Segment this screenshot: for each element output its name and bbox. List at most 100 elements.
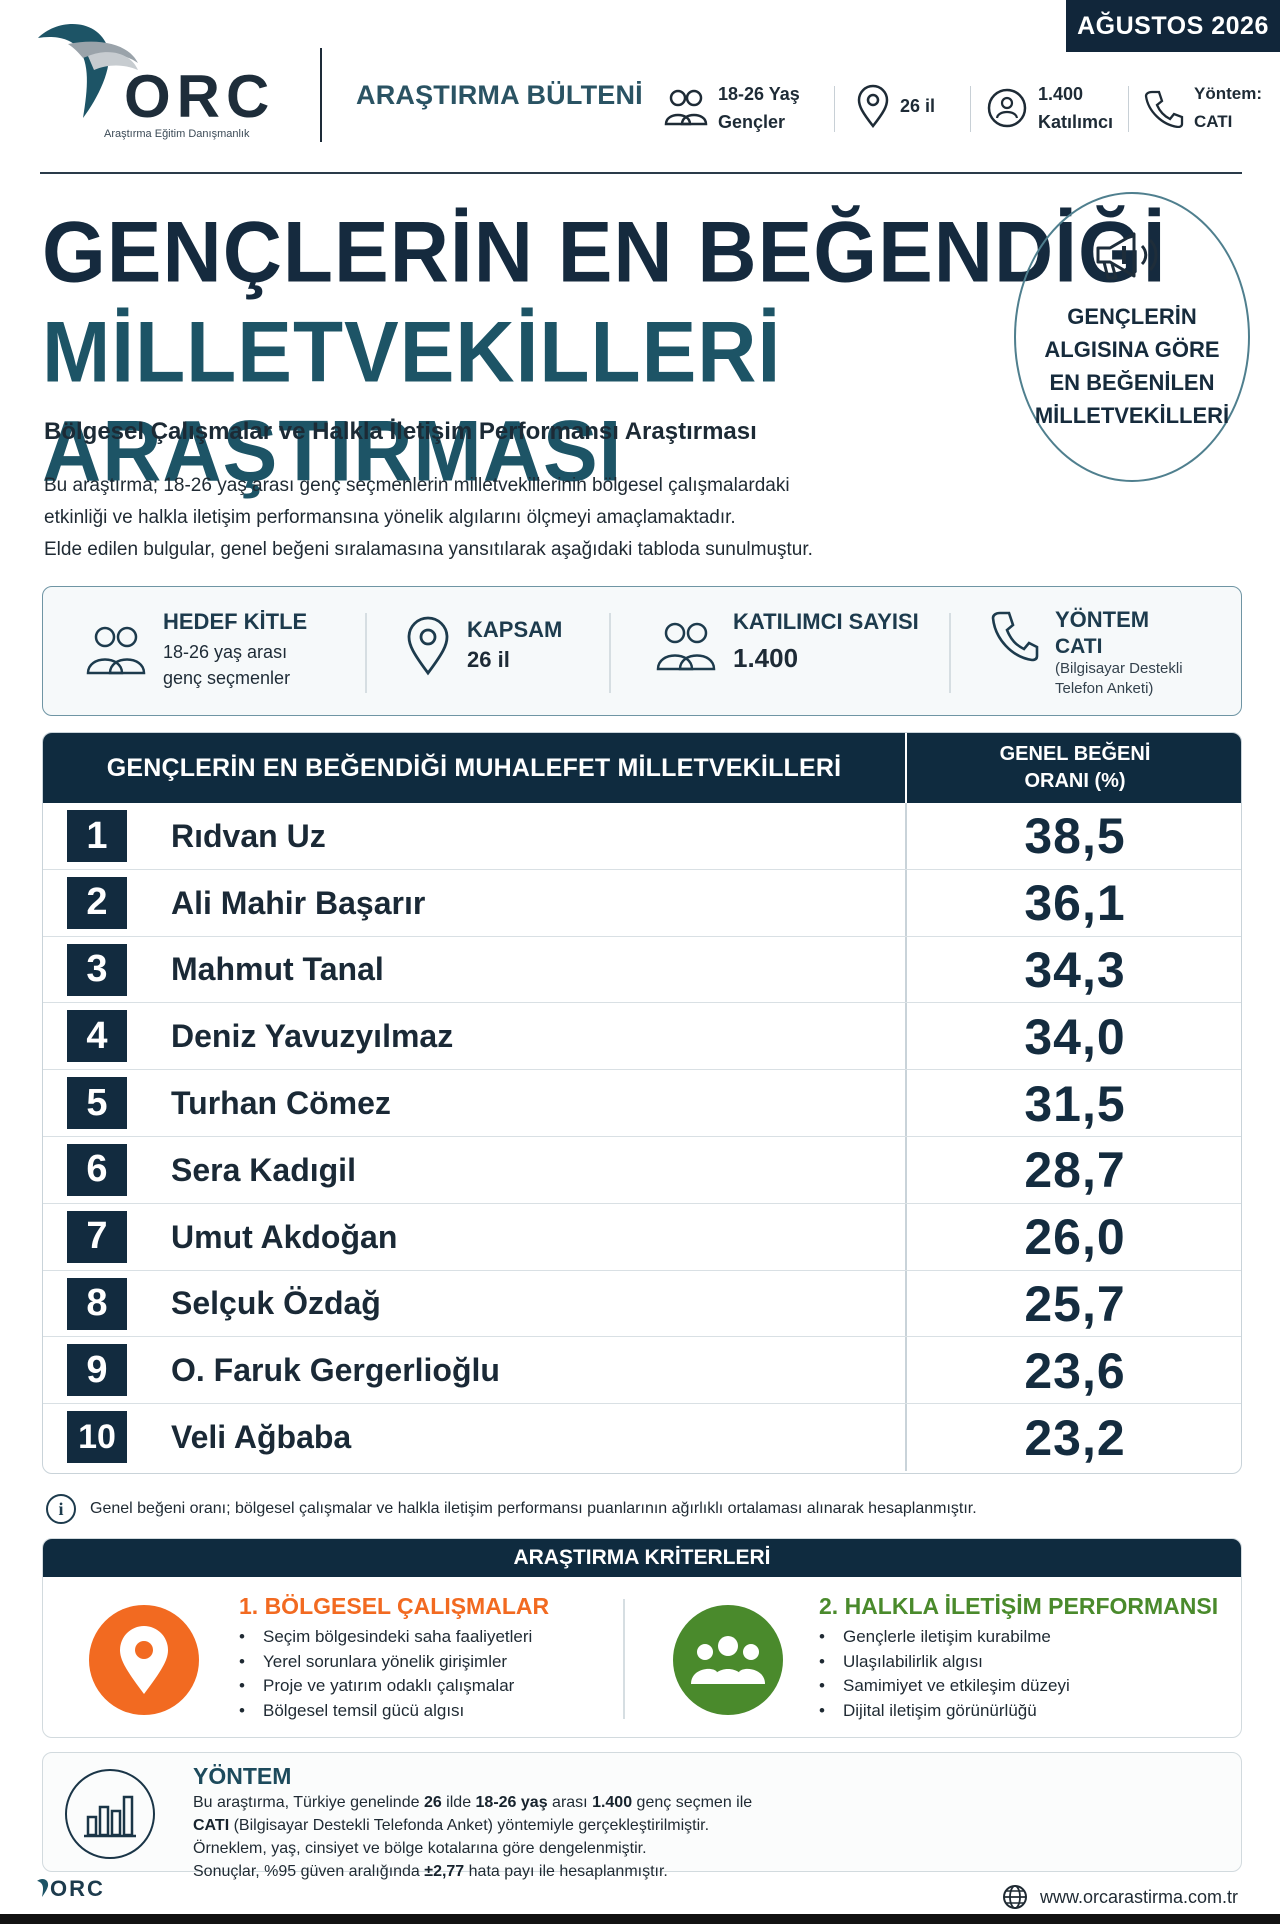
approval-value: 23,6 [1024,1342,1126,1399]
intro-line: Bu araştırma; 18-26 yaş arası genç seçme… [44,475,790,496]
date-badge: AĞUSTOS 2026 [1066,0,1280,52]
rank-badge: 10 [67,1411,127,1464]
criteria-separator [623,1599,625,1719]
mp-name: Veli Ağbaba [171,1419,352,1456]
info-scope-label: KAPSAM [467,617,563,642]
table-body: 1 Rıdvan Uz 38,5 2 Ali Mahir Başarır 36,1 3 M… [43,803,1241,1471]
info-icon: i [46,1494,76,1524]
method-text-part: arası [547,1794,593,1811]
criteria-regional-icon-wrap [89,1605,199,1715]
logo-text: ORC [124,63,276,130]
method-text-bold: 26 [423,1794,442,1811]
badge-line: EN BEĞENİLEN [1049,370,1215,395]
table-header-name-column: GENÇLERİN EN BEĞENDİĞİ MUHALEFET MİLLETV… [106,753,842,782]
header-info-age-line1: 18-26 Yaş [718,84,800,104]
bar-chart-icon [84,1795,136,1838]
table-row: 7 Umut Akdoğan 26,0 [43,1203,1241,1271]
method-title: YÖNTEM [193,1763,292,1789]
rank-badge: 5 [67,1077,127,1130]
approval-value: 31,5 [1024,1075,1126,1132]
info-participants-value: 1.400 [733,643,799,673]
header-info-method-line1: Yöntem: [1194,84,1262,103]
mp-name: Deniz Yavuzyılmaz [171,1018,454,1055]
header-separator [1128,86,1129,132]
group-icon [691,1636,765,1684]
column-separator [905,1136,907,1203]
info-method-value: CATI [1055,635,1103,658]
approval-value: 28,7 [1024,1142,1126,1199]
list-item: Bölgesel temsil gücü algısı [239,1699,532,1724]
info-scope-value: 26 il [467,647,510,672]
people-icon [656,622,716,671]
rank-badge: 9 [67,1344,127,1397]
footnote-text: Genel beğeni oranı; bölgesel çalışmalar … [90,1500,977,1517]
logo-tagline: Araştırma Eğitim Danışmanlık [104,128,250,140]
table-row: 2 Ali Mahir Başarır 36,1 [43,869,1241,937]
phone-icon [991,611,1039,662]
location-pin-icon [857,84,889,128]
method-text: Bu araştırma, Türkiye genelinde 26 ilde … [193,1791,752,1883]
info-participants: KATILIMCI SAYISI 1.400 [655,587,919,715]
people-icon [86,626,146,675]
orc-logo-mark-icon [38,24,138,118]
info-method-note1: (Bilgisayar Destekli [1055,660,1183,677]
intro-line: Elde edilen bulgular, genel beğeni sıral… [44,539,813,560]
table-row: 9 O. Faruk Gergerlioğlu 23,6 [43,1337,1241,1405]
orc-logo: ORC [28,18,298,148]
header-divider [320,48,322,142]
table-header-value-line2: ORANI (%) [1024,770,1126,792]
list-item: Ulaşılabilirlik algısı [819,1650,1070,1675]
info-method-note2: Telefon Anketi) [1055,680,1154,697]
criteria-communication-icon-wrap [673,1605,783,1715]
method-text-bold: 1.400 [592,1794,633,1811]
table-row: 6 Sera Kadıgil 28,7 [43,1136,1241,1204]
highlight-badge: GENÇLERİN ALGISINA GÖRE EN BEĞENİLEN MİL… [1014,192,1250,482]
criteria-regional-list: Seçim bölgesindeki saha faaliyetleri Yer… [239,1625,532,1723]
megaphone-icon [1096,232,1158,280]
study-info-box: HEDEF KİTLE 18-26 yaş arası genç seçmenl… [42,586,1242,716]
column-separator [905,869,907,936]
column-separator [905,1070,907,1136]
header-info-participants-line1: 1.400 [1038,84,1084,104]
info-method-label: YÖNTEM [1055,607,1150,632]
list-item: Yerel sorunlara yönelik girişimler [239,1650,532,1675]
page-subtitle: Bölgesel Çalışmalar ve Halkla İletişim P… [44,418,757,445]
table-header: GENÇLERİN EN BEĞENDİĞİ MUHALEFET MİLLETV… [43,733,1241,803]
info-target-label: HEDEF KİTLE [163,609,308,634]
criteria-communication-list: Gençlerle iletişim kurabilme Ulaşılabili… [819,1625,1070,1723]
participants-icon [987,88,1027,128]
table-header-value-column: GENEL BEĞENİ ORANI (%) [907,733,1241,803]
info-participants-label: KATILIMCI SAYISI [733,609,919,634]
badge-line: GENÇLERİN [1067,304,1197,329]
people-icon [664,89,708,126]
rank-badge: 8 [67,1277,127,1330]
method-line: Örneklem, yaş, cinsiyet ve bölge kotalar… [193,1840,647,1857]
info-separator [609,613,611,693]
list-item: Samimiyet ve etkileşim düzeyi [819,1674,1070,1699]
column-separator [905,936,907,1003]
mp-name: Turhan Cömez [171,1085,391,1122]
footer-website[interactable]: www.orcarastirma.com.tr [1002,1884,1238,1910]
badge-text: GENÇLERİN ALGISINA GÖRE EN BEĞENİLEN MİL… [1035,300,1229,432]
mp-name: Rıdvan Uz [171,817,326,854]
criteria-regional-title: 1. BÖLGESEL ÇALIŞMALAR [239,1593,550,1619]
column-separator [905,1203,907,1270]
approval-value: 25,7 [1024,1275,1126,1332]
method-text-part: genç seçmen ile [632,1794,753,1811]
info-target: HEDEF KİTLE 18-26 yaş arası genç seçmenl… [85,587,307,715]
approval-value: 34,3 [1024,941,1126,998]
website-link[interactable]: www.orcarastirma.com.tr [1039,1886,1238,1907]
column-separator [905,1337,907,1404]
approval-value: 38,5 [1024,808,1126,865]
table-row: 10 Veli Ağbaba 23,2 [43,1404,1241,1471]
method-text-part: Sonuçlar, %95 güven aralığında [193,1863,425,1880]
criteria-box: ARAŞTIRMA KRİTERLERİ 1. BÖLGESEL ÇALIŞMA… [42,1538,1242,1738]
header-info-participants: 1.400 Katılımcı [986,80,1113,136]
intro-line: etkinliği ve halkla iletişim performansı… [44,507,736,528]
page-title-line1: GENÇLERİN EN BEĞENDİĞİ [42,205,1167,301]
footer-logo: ORC [36,1876,105,1902]
header-info-age: 18-26 Yaş Gençler [664,80,800,136]
criteria-header: ARAŞTIRMA KRİTERLERİ [43,1539,1241,1577]
location-pin-icon [407,616,449,676]
rank-badge: 4 [67,1010,127,1063]
